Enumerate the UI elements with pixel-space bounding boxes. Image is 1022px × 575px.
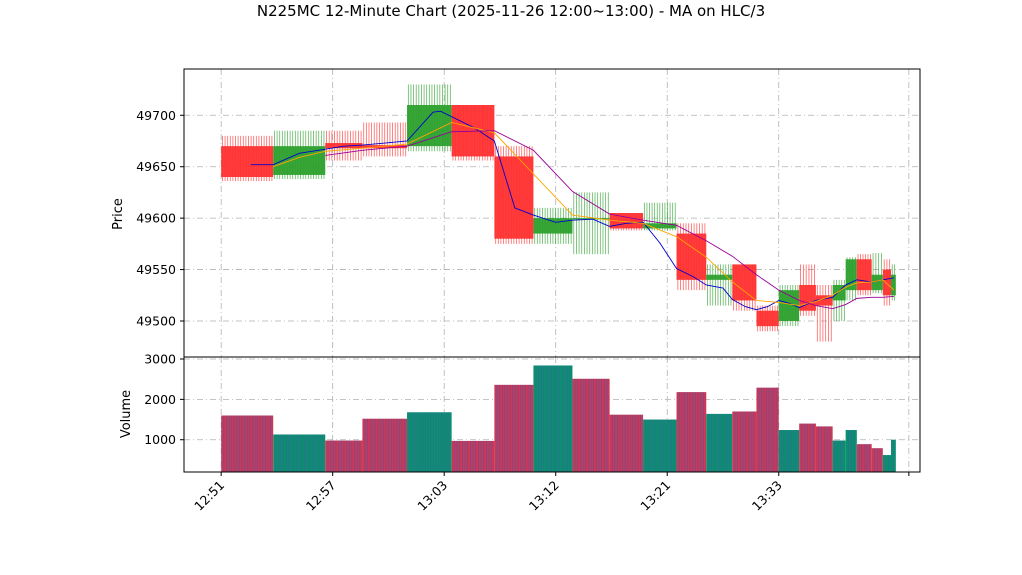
candle-body xyxy=(677,234,707,280)
price-axis-label: Price xyxy=(111,198,126,230)
candle xyxy=(572,192,609,254)
candle-body xyxy=(756,311,778,326)
volume-bar-fill xyxy=(677,392,707,472)
volume-bar xyxy=(221,416,273,472)
candle-body xyxy=(883,270,891,296)
price-tick-label: 49500 xyxy=(136,314,176,329)
x-tick-label: 12:57 xyxy=(303,478,339,514)
candle xyxy=(857,254,872,295)
volume-bar xyxy=(572,379,609,472)
volume-bar xyxy=(756,388,778,472)
volume-tick-label: 1000 xyxy=(144,432,176,447)
candle xyxy=(706,264,732,305)
candle-body xyxy=(846,259,857,290)
candle xyxy=(221,136,273,181)
volume-bar xyxy=(833,441,846,472)
price-tick-label: 49700 xyxy=(136,108,176,123)
volume-axis: 1000 2000 3000 xyxy=(144,352,184,448)
volume-bar xyxy=(891,440,896,472)
volume-bar xyxy=(857,444,872,472)
volume-bar xyxy=(407,412,452,472)
volume-bar-fill xyxy=(494,385,533,472)
volume-bar-fill xyxy=(756,388,778,472)
candle xyxy=(533,208,572,244)
candle xyxy=(846,257,857,300)
moving-average-line xyxy=(251,111,894,310)
candle xyxy=(779,285,799,326)
volume-bar xyxy=(610,415,643,472)
candle xyxy=(362,122,407,156)
price-tick-label: 49550 xyxy=(136,262,176,277)
candle-body xyxy=(643,223,676,228)
candle-body xyxy=(732,264,756,300)
volume-bar-fill xyxy=(833,441,846,472)
candle-body xyxy=(779,290,799,321)
candle xyxy=(883,259,891,305)
candle xyxy=(452,105,495,161)
candle xyxy=(756,306,778,332)
volume-bar xyxy=(883,455,891,472)
candle xyxy=(833,280,846,321)
x-tick-label: 12:51 xyxy=(191,478,227,514)
volume-bar xyxy=(533,365,572,472)
volume-bar xyxy=(452,441,495,472)
price-grid xyxy=(184,69,920,357)
volume-bar-fill xyxy=(732,411,756,472)
volume-panel: 1000 2000 3000 Volume xyxy=(119,352,920,472)
candle-body xyxy=(857,259,872,290)
price-axis: 49500 49550 49600 49650 49700 xyxy=(136,108,184,329)
volume-bar xyxy=(799,424,816,472)
price-panel: 49500 49550 49600 49650 49700 Price xyxy=(111,69,920,357)
volume-marks xyxy=(221,365,896,472)
volume-bar xyxy=(846,430,857,472)
price-tick-label: 49650 xyxy=(136,159,176,174)
volume-bar xyxy=(779,430,799,472)
x-tick-label: 13:21 xyxy=(637,478,673,514)
candle xyxy=(872,253,883,293)
candle-body xyxy=(494,156,533,238)
volume-bar xyxy=(643,420,676,472)
candle xyxy=(643,203,676,231)
candle xyxy=(799,264,816,315)
volume-bar xyxy=(325,441,362,472)
volume-bar xyxy=(732,411,756,472)
price-panel-frame xyxy=(184,69,920,357)
candle-body xyxy=(872,275,883,290)
price-tick-label: 49600 xyxy=(136,211,176,226)
x-tick-label: 13:03 xyxy=(414,478,450,514)
volume-bar xyxy=(273,434,325,472)
candle-body xyxy=(706,275,732,280)
volume-bar-fill xyxy=(533,365,572,472)
x-axis: 12:51 12:57 13:03 13:12 13:21 13:33 xyxy=(191,472,909,514)
candle xyxy=(816,285,833,342)
volume-bar-fill xyxy=(883,455,891,472)
volume-bar xyxy=(706,414,732,472)
volume-bar-fill xyxy=(407,412,452,472)
volume-bar xyxy=(677,392,707,472)
chart-title: N225MC 12-Minute Chart (2025-11-26 12:00… xyxy=(257,2,765,20)
volume-bar xyxy=(362,419,407,472)
x-tick-label: 13:33 xyxy=(749,478,785,514)
x-tick-label: 13:12 xyxy=(526,478,562,514)
volume-tick-label: 2000 xyxy=(144,392,176,407)
volume-tick-label: 3000 xyxy=(144,352,176,367)
candle-body xyxy=(221,146,273,177)
volume-bar xyxy=(872,448,883,472)
volume-bar-fill xyxy=(362,419,407,472)
candle xyxy=(273,131,325,179)
volume-axis-label: Volume xyxy=(119,390,134,438)
volume-bar xyxy=(816,426,833,472)
volume-bar xyxy=(494,385,533,472)
candle-body xyxy=(533,218,572,233)
price-marks xyxy=(221,84,896,341)
